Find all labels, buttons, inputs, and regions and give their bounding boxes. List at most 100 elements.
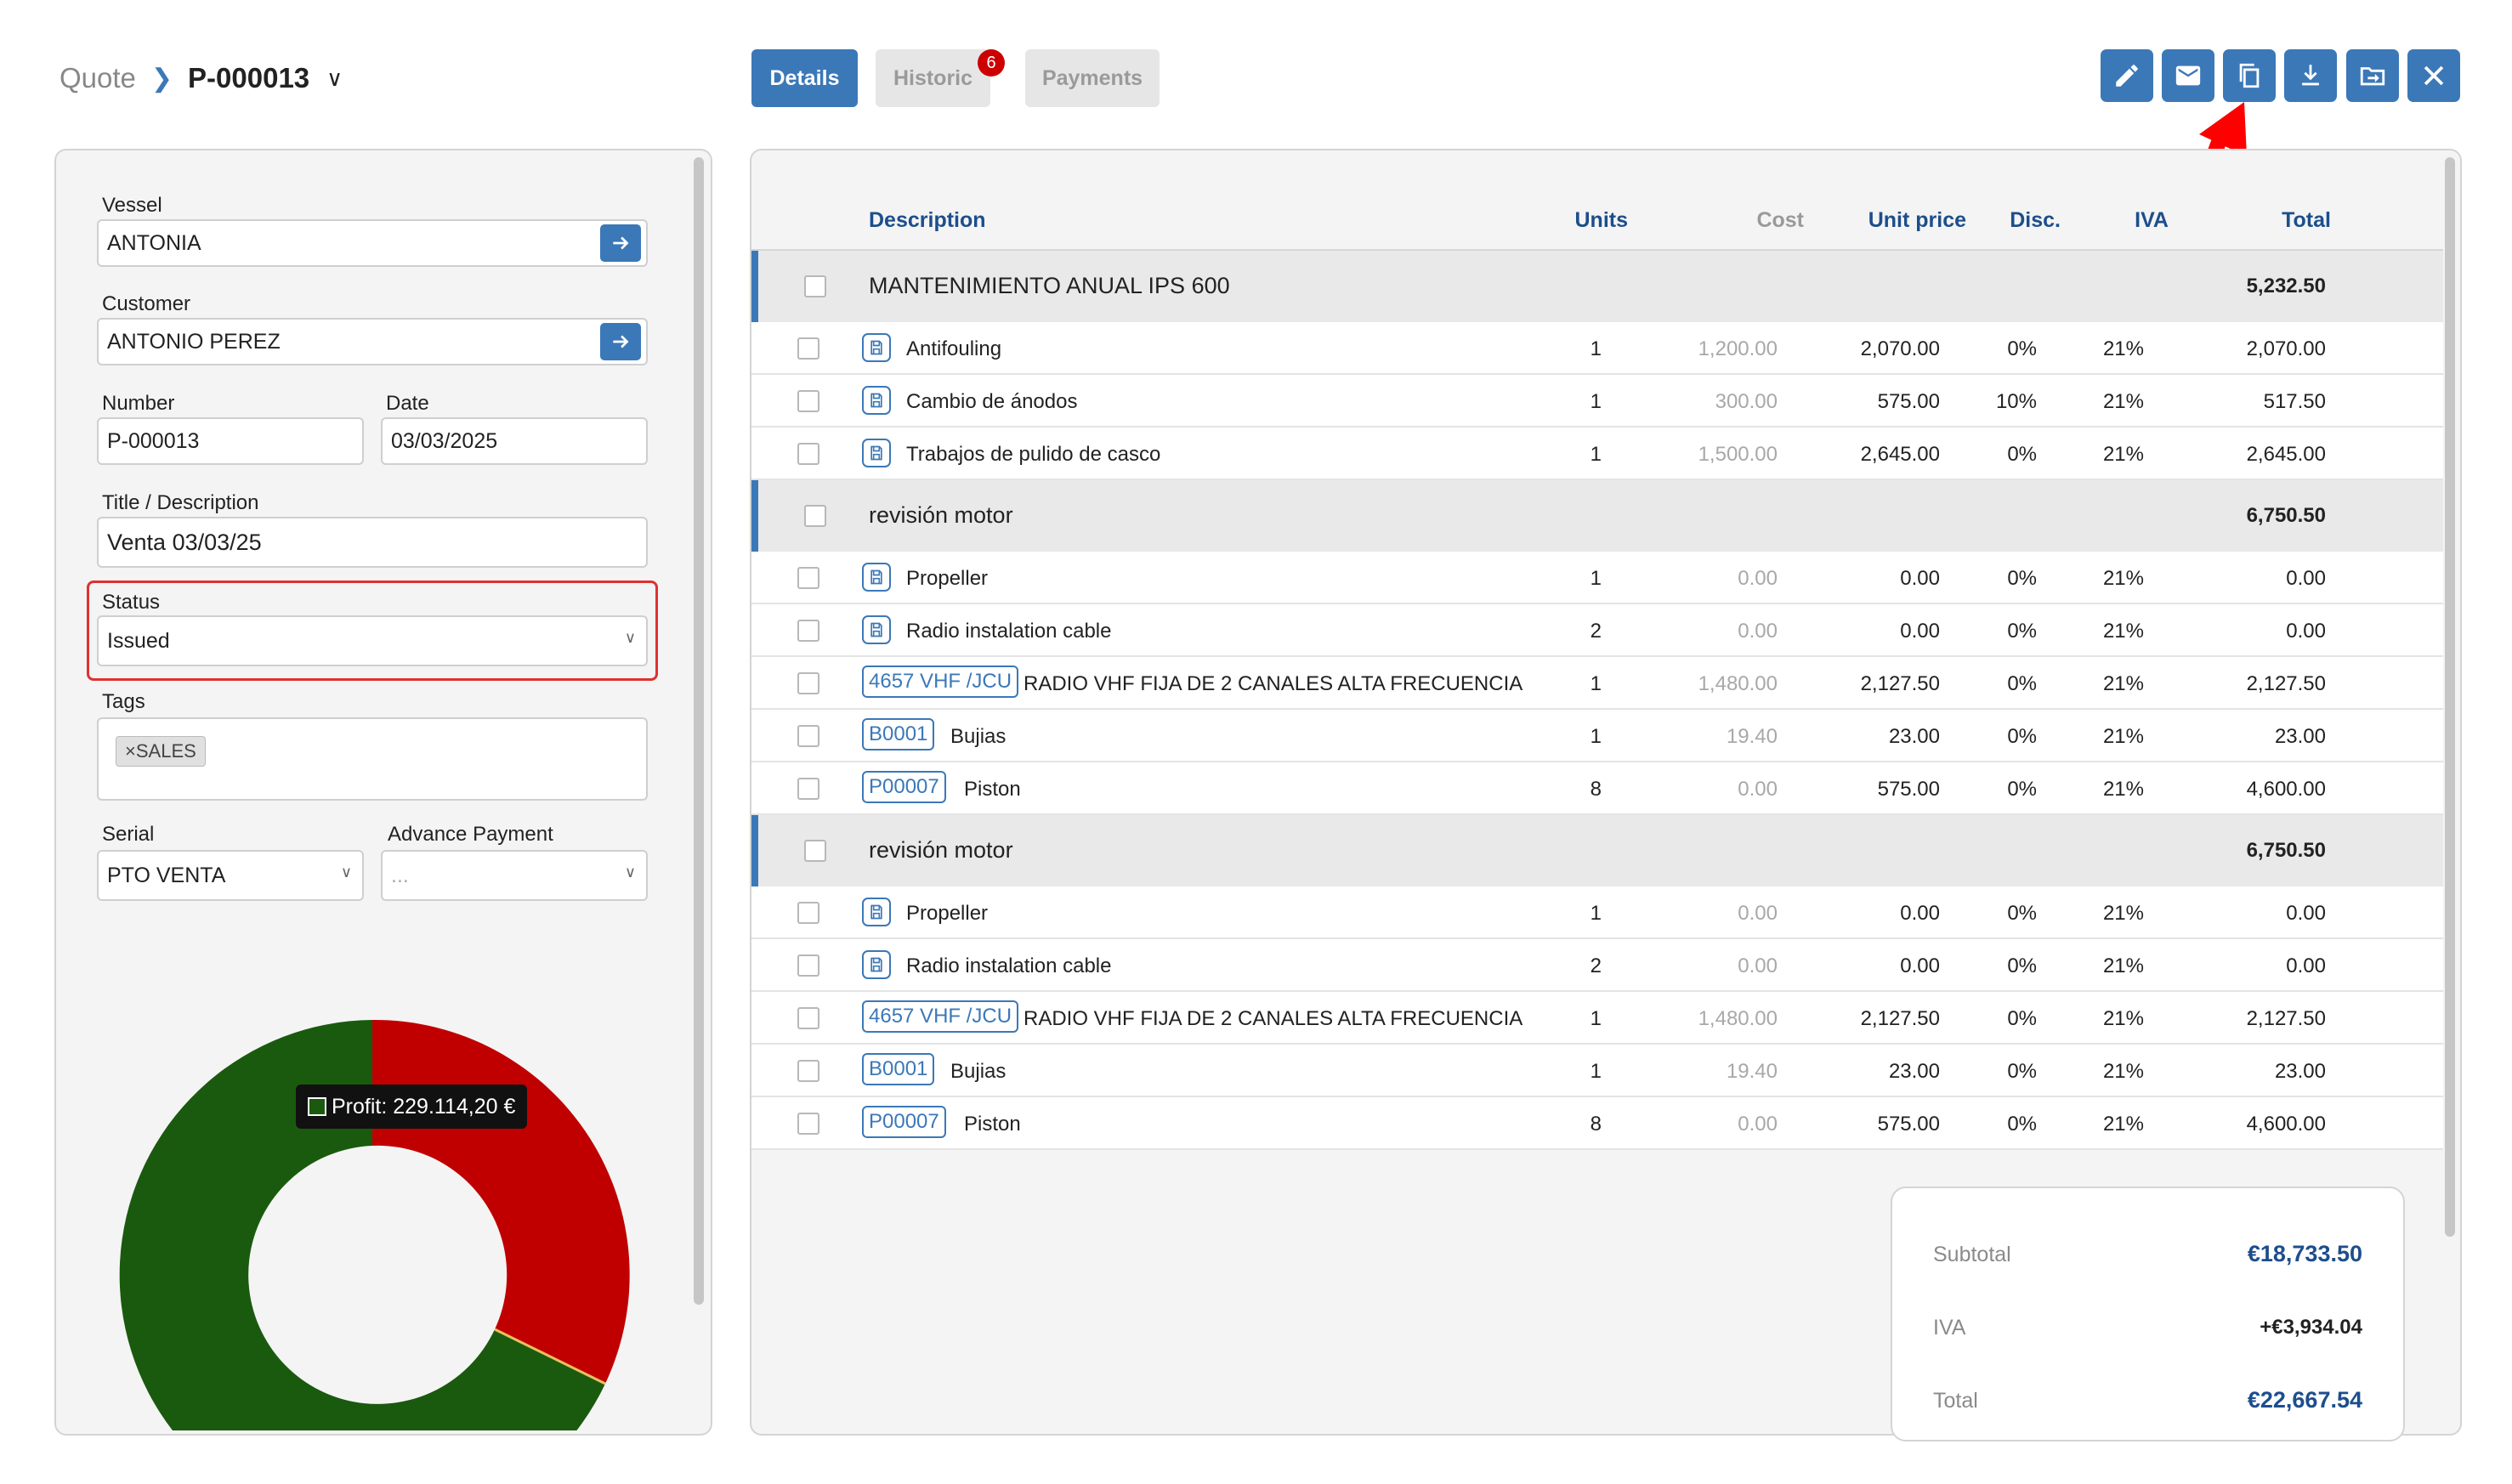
tab-historic[interactable]: Historic: [876, 49, 990, 107]
chart-tooltip: Profit: 229.114,20 €: [296, 1085, 528, 1129]
tab-payments[interactable]: Payments: [1025, 49, 1160, 107]
folder-import-icon: [2360, 67, 2385, 86]
table-row[interactable]: B0001 Bujias 1 19.40 23.00 0% 21% 23.00: [751, 1045, 2443, 1097]
row-checkbox[interactable]: [797, 443, 819, 465]
serial-value: PTO VENTA: [107, 863, 226, 887]
chevron-down-icon[interactable]: ∨: [326, 65, 343, 91]
item-iva: 21%: [2102, 672, 2144, 695]
vessel-field[interactable]: ANTONIA: [97, 219, 648, 267]
edit-button[interactable]: [2101, 49, 2153, 102]
item-iva: 21%: [2102, 954, 2144, 977]
breadcrumb-parent[interactable]: Quote: [60, 62, 136, 93]
product-code-badge[interactable]: 4657 VHF /JCU: [862, 666, 1019, 698]
row-checkbox[interactable]: [797, 390, 819, 412]
table-row[interactable]: P00007 Piston 8 0.00 575.00 0% 21% 4,600.00: [751, 1097, 2443, 1150]
table-row[interactable]: Propeller 1 0.00 0.00 0% 21% 0.00: [751, 886, 2443, 939]
row-checkbox[interactable]: [804, 840, 826, 862]
product-code-badge[interactable]: P00007: [862, 771, 946, 803]
date-field[interactable]: 03/03/2025: [381, 417, 648, 465]
date-label: Date: [386, 392, 429, 415]
header-total[interactable]: Total: [2282, 208, 2331, 232]
header-cost[interactable]: Cost: [1756, 208, 1804, 232]
item-description: Radio instalation cable: [906, 954, 1112, 977]
right-scrollbar[interactable]: [2445, 157, 2455, 1237]
item-unit-price: 0.00: [1900, 567, 1940, 590]
header-iva[interactable]: IVA: [2135, 208, 2169, 232]
item-description: Radio instalation cable: [906, 620, 1112, 643]
group-row[interactable]: MANTENIMIENTO ANUAL IPS 600 5,232.50: [751, 251, 2443, 322]
product-code-badge[interactable]: P00007: [862, 1106, 946, 1138]
item-description: RADIO VHF FIJA DE 2 CANALES ALTA FRECUEN…: [1024, 1007, 1523, 1030]
tag-label: SALES: [135, 740, 196, 762]
table-row[interactable]: Cambio de ánodos 1 300.00 575.00 10% 21% 517.5…: [751, 375, 2443, 428]
customer-field[interactable]: ANTONIO PEREZ: [97, 318, 648, 365]
chart-slice-cost[interactable]: [372, 1019, 630, 1384]
status-select[interactable]: Issued ∨: [97, 615, 648, 666]
group-row[interactable]: revisión motor 6,750.50: [751, 815, 2443, 886]
row-checkbox[interactable]: [797, 1113, 819, 1135]
table-row[interactable]: Radio instalation cable 2 0.00 0.00 0% 21% 0.0…: [751, 939, 2443, 992]
tag-remove-icon[interactable]: ×: [125, 740, 136, 762]
row-checkbox[interactable]: [797, 902, 819, 924]
row-checkbox[interactable]: [804, 275, 826, 297]
product-code-badge[interactable]: 4657 VHF /JCU: [862, 1000, 1019, 1033]
row-checkbox[interactable]: [797, 567, 819, 589]
header-unit-price[interactable]: Unit price: [1868, 208, 1966, 232]
profit-donut-chart: [119, 1019, 630, 1430]
table-row[interactable]: P00007 Piston 8 0.00 575.00 0% 21% 4,600.00: [751, 762, 2443, 815]
import-folder-button[interactable]: [2346, 49, 2399, 102]
advance-payment-select[interactable]: ... ∨: [381, 850, 648, 901]
serial-select[interactable]: PTO VENTA ∨: [97, 850, 364, 901]
row-checkbox[interactable]: [797, 954, 819, 977]
tags-field[interactable]: ×SALES: [97, 717, 648, 801]
table-row[interactable]: Antifouling 1 1,200.00 2,070.00 0% 21% 2,070.0…: [751, 322, 2443, 375]
iva-label: IVA: [1933, 1316, 1966, 1340]
tab-details[interactable]: Details: [751, 49, 858, 107]
table-row[interactable]: 4657 VHF /JCU RADIO VHF FIJA DE 2 CANALES…: [751, 992, 2443, 1045]
row-checkbox[interactable]: [804, 505, 826, 527]
download-button[interactable]: [2284, 49, 2337, 102]
email-button[interactable]: [2162, 49, 2214, 102]
group-total: 6,750.50: [2246, 504, 2326, 527]
copy-button[interactable]: [2223, 49, 2276, 102]
product-code-badge[interactable]: B0001: [862, 718, 935, 750]
row-checkbox[interactable]: [797, 337, 819, 360]
header-description[interactable]: Description: [869, 208, 986, 232]
item-cost: 1,480.00: [1698, 1007, 1778, 1030]
header-disc[interactable]: Disc.: [2010, 208, 2061, 232]
item-iva: 21%: [2102, 725, 2144, 748]
product-code-badge[interactable]: B0001: [862, 1053, 935, 1085]
chevron-down-icon: ∨: [624, 629, 636, 646]
number-field[interactable]: P-000013: [97, 417, 364, 465]
close-button[interactable]: [2407, 49, 2460, 102]
table-row[interactable]: Radio instalation cable 2 0.00 0.00 0% 21% 0.0…: [751, 604, 2443, 657]
header-units[interactable]: Units: [1574, 208, 1629, 232]
breadcrumb-current: P-000013: [188, 62, 310, 93]
vessel-open-button[interactable]: [600, 224, 641, 262]
row-checkbox[interactable]: [797, 672, 819, 694]
row-checkbox[interactable]: [797, 620, 819, 642]
customer-open-button[interactable]: [600, 323, 641, 360]
table-row[interactable]: Propeller 1 0.00 0.00 0% 21% 0.00: [751, 552, 2443, 604]
group-row[interactable]: revisión motor 6,750.50: [751, 480, 2443, 552]
vessel-value: ANTONIA: [107, 230, 201, 255]
item-units: 2: [1590, 954, 1602, 977]
row-checkbox[interactable]: [797, 778, 819, 800]
table-row[interactable]: 4657 VHF /JCU RADIO VHF FIJA DE 2 CANALES…: [751, 657, 2443, 710]
row-checkbox[interactable]: [797, 725, 819, 747]
table-row[interactable]: B0001 Bujias 1 19.40 23.00 0% 21% 23.00: [751, 710, 2443, 762]
item-units: 1: [1590, 672, 1602, 695]
title-field[interactable]: Venta 03/03/25: [97, 517, 648, 568]
row-checkbox[interactable]: [797, 1007, 819, 1029]
table-row[interactable]: Trabajos de pulido de casco 1 1,500.00 2,64…: [751, 428, 2443, 480]
item-discount: 0%: [2007, 725, 2037, 748]
item-total: 0.00: [2286, 902, 2326, 925]
left-scrollbar[interactable]: [694, 157, 704, 1305]
row-checkbox[interactable]: [797, 1060, 819, 1082]
chart-slice-profit[interactable]: [119, 1020, 605, 1430]
service-doc-icon: [862, 615, 891, 644]
copy-icon: [2239, 63, 2260, 88]
item-total: 2,070.00: [2246, 337, 2326, 360]
item-description: Propeller: [906, 567, 989, 590]
group-name: revisión motor: [869, 502, 1013, 528]
